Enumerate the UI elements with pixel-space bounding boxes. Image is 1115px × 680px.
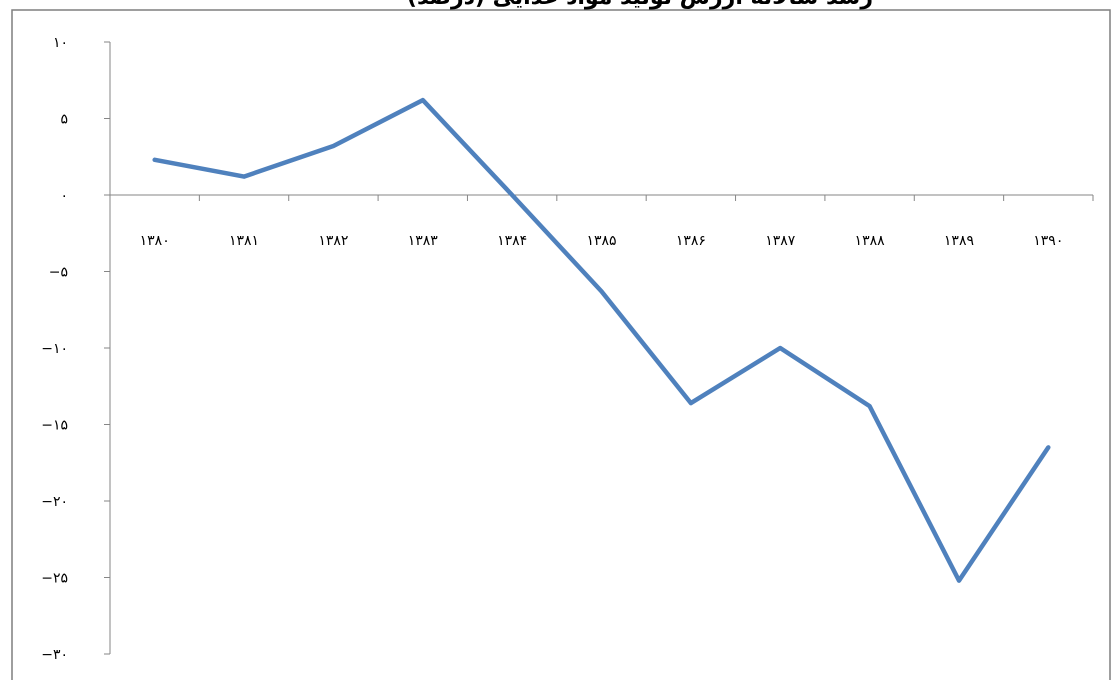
series-line	[152, 97, 1051, 583]
x-tick-label: ۱۳۸۶	[676, 233, 706, 249]
y-tick-label: −۲۵	[41, 571, 68, 587]
x-tick-label: ۱۳۸۳	[408, 233, 439, 249]
y-tick-label: −۱۰	[41, 341, 68, 357]
x-tick-label: ۱۳۸۹	[944, 233, 974, 249]
x-tick-label: ۱۳۸۵	[586, 233, 616, 249]
axes	[104, 41, 1094, 655]
series-lines	[152, 97, 1051, 583]
x-tick-label: ۱۳۹۰	[1033, 233, 1063, 249]
y-tick-label: ۰	[60, 188, 68, 204]
chart-title: رشد سالانه ارزش تولید مواد غذایی (درصد)	[407, 0, 873, 10]
y-tick-label: ۱۰	[53, 35, 68, 51]
x-tick-label: ۱۳۸۱	[229, 233, 259, 249]
x-tick-label: ۱۳۸۸	[855, 233, 886, 249]
y-tick-labels: ۱۰ ۵ ۰ −۵ −۱۰ −۱۵ −۲۰ −۲۵ −۳۰	[41, 35, 68, 663]
x-tick-labels: ۱۳۸۰ ۱۳۸۱ ۱۳۸۲ ۱۳۸۳ ۱۳۸۴ ۱۳۸۵ ۱۳۸۶ ۱۳۸۷ ۱۳۸۸ ۱۳۸۹…	[140, 233, 1064, 249]
x-tick-label: ۱۳۸۴	[497, 233, 527, 249]
y-tick-label: −۱۵	[41, 418, 68, 434]
y-tick-label: ۵	[60, 112, 68, 128]
x-tick-label: ۱۳۸۲	[318, 233, 348, 249]
y-tick-label: −۲۰	[41, 494, 68, 510]
x-tick-label: ۱۳۸۰	[140, 233, 170, 249]
y-tick-label: −۳۰	[41, 647, 68, 663]
y-tick-label: −۵	[49, 265, 68, 281]
chart-border	[11, 9, 1111, 680]
x-tick-label: ۱۳۸۷	[765, 233, 796, 249]
